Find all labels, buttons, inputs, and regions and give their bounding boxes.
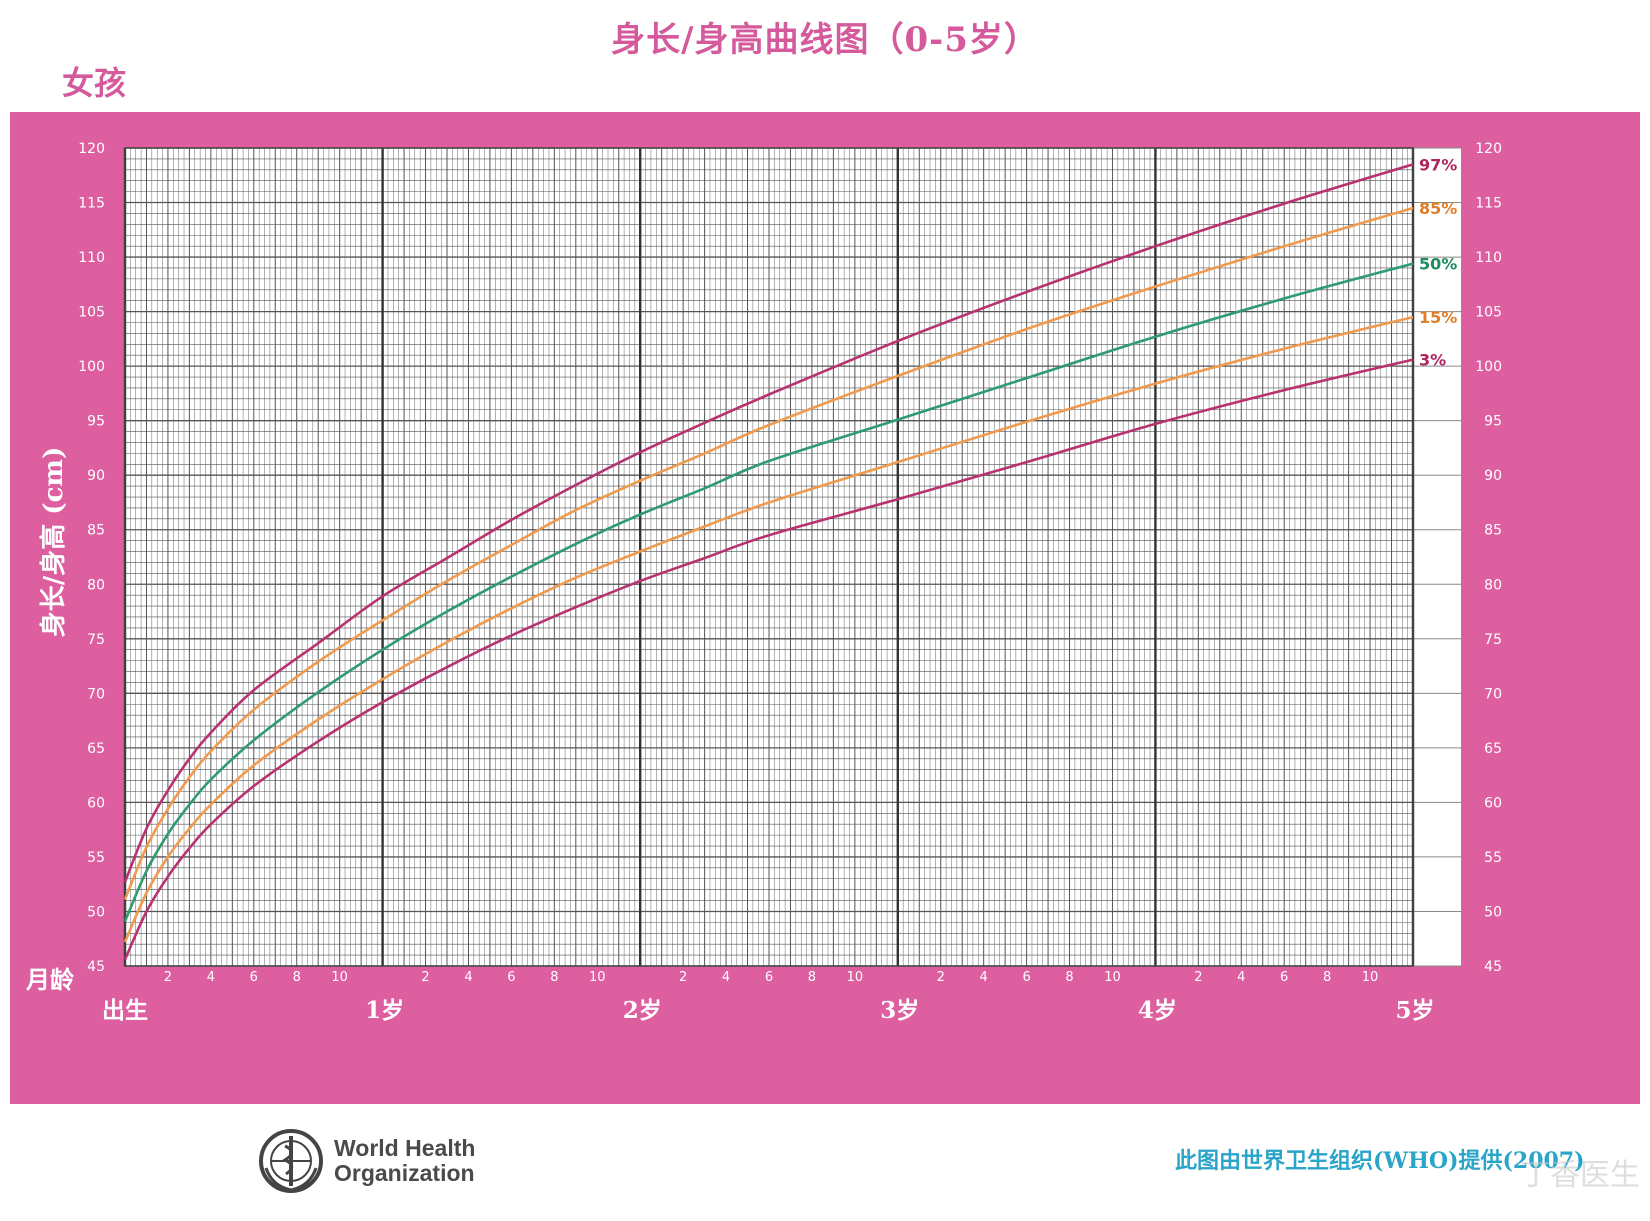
x-month-tick-label: 8: [808, 970, 816, 985]
y-tick-label-right: 85: [1484, 523, 1502, 539]
x-month-tick-label: 10: [331, 970, 348, 985]
y-tick-label-right: 60: [1484, 795, 1502, 811]
series-label-15pct: 15%: [1419, 308, 1457, 327]
chart-title: 身长/身高曲线图（0-5岁）: [611, 20, 1039, 60]
chart-subject-label: 女孩: [62, 64, 127, 102]
series-line-3pct: [123, 358, 1414, 961]
series-lines: [123, 163, 1414, 961]
x-month-tick-label: 6: [507, 970, 515, 985]
x-month-tick-label: 4: [722, 970, 730, 985]
y-tick-label-right: 95: [1484, 414, 1502, 430]
series-line-50pct: [123, 262, 1414, 922]
source-credit: 此图由世界卫生组织(WHO)提供(2007): [1175, 1148, 1585, 1174]
x-year-label: 2岁: [623, 997, 662, 1024]
x-month-tick-label: 4: [464, 970, 472, 985]
y-axis-right: 45 50 55 60 65 70 75 80 85 90 95 100 105 110 115 120: [1475, 141, 1502, 975]
x-month-tick-label: 8: [1323, 970, 1331, 985]
y-tick-label-right: 80: [1484, 577, 1502, 593]
who-org-name: World Health Organization: [334, 1136, 475, 1186]
watermark: 丁香医生: [1520, 1158, 1640, 1193]
who-org-name-line2: Organization: [334, 1160, 475, 1186]
x-month-tick-label: 2: [164, 970, 172, 985]
y-tick-label-left: 55: [87, 850, 105, 866]
x-month-tick-label: 8: [1065, 970, 1073, 985]
x-month-tick-label: 6: [765, 970, 773, 985]
y-tick-label-left: 95: [87, 414, 105, 430]
y-tick-label-right: 110: [1475, 250, 1502, 266]
y-tick-label-right: 45: [1484, 959, 1502, 975]
x-year-label: 出生: [102, 997, 148, 1024]
x-month-tick-label: 8: [293, 970, 301, 985]
y-tick-label-left: 110: [78, 250, 105, 266]
y-tick-label-left: 80: [87, 577, 105, 593]
y-tick-label-right: 50: [1484, 904, 1502, 920]
x-month-tick-label: 2: [1194, 970, 1202, 985]
y-tick-label-left: 105: [78, 305, 105, 321]
y-tick-label-left: 65: [87, 741, 105, 757]
y-axis-left: 45 50 55 60 65 70 75 80 85 90 95 100 105 110 115 120: [78, 141, 105, 975]
y-tick-label-right: 90: [1484, 468, 1502, 484]
y-tick-label-right: 75: [1484, 632, 1502, 648]
chart-grid: [123, 147, 1461, 967]
series-line-15pct: [123, 315, 1414, 943]
x-month-tick-label: 2: [937, 970, 945, 985]
x-year-label: 3岁: [880, 997, 919, 1024]
x-month-tick-label: 10: [847, 970, 864, 985]
x-month-tick-label: 2: [421, 970, 429, 985]
x-year-label: 1岁: [365, 997, 404, 1024]
x-axis: 2 4 6 8 10 2 4 6 8 10 2 4 6 8 10 2 4 6 8 10 2 4 6 8 10 出生 1岁 2岁 3岁 4岁…: [102, 970, 1435, 1024]
y-tick-label-right: 100: [1475, 359, 1502, 375]
x-month-tick-label: 4: [1237, 970, 1245, 985]
y-tick-label-left: 70: [87, 686, 105, 702]
series-label-50pct: 50%: [1419, 255, 1457, 274]
x-month-tick-label: 10: [589, 970, 606, 985]
y-tick-label-left: 115: [78, 196, 105, 212]
x-month-tick-label: 6: [1022, 970, 1030, 985]
x-month-tick-label: 8: [550, 970, 558, 985]
series-labels: 97% 85% 50% 15% 3%: [1419, 155, 1457, 369]
x-axis-label: 月龄: [25, 965, 75, 994]
y-tick-label-right: 120: [1475, 141, 1502, 157]
x-month-tick-label: 10: [1362, 970, 1379, 985]
x-month-tick-label: 6: [1280, 970, 1288, 985]
x-month-tick-label: 4: [980, 970, 988, 985]
y-tick-label-right: 70: [1484, 686, 1502, 702]
x-month-tick-label: 2: [679, 970, 687, 985]
chart-frame: 45 50 55 60 65 70 75 80 85 90 95 100 105 110 115 120 45…: [10, 112, 1640, 1104]
x-month-tick-label: 4: [207, 970, 215, 985]
series-label-97pct: 97%: [1419, 155, 1457, 174]
y-tick-label-left: 120: [78, 141, 105, 157]
y-tick-label-left: 45: [87, 959, 105, 975]
y-tick-label-right: 115: [1475, 196, 1502, 212]
y-tick-label-right: 105: [1475, 305, 1502, 321]
y-tick-label-right: 55: [1484, 850, 1502, 866]
x-year-label: 5岁: [1395, 997, 1434, 1024]
y-tick-label-left: 90: [87, 468, 105, 484]
y-tick-label-left: 85: [87, 523, 105, 539]
series-label-3pct: 3%: [1419, 351, 1446, 370]
y-tick-label-right: 65: [1484, 741, 1502, 757]
x-month-tick-label: 10: [1104, 970, 1121, 985]
y-tick-label-left: 60: [87, 795, 105, 811]
y-tick-label-left: 75: [87, 632, 105, 648]
series-line-85pct: [123, 206, 1414, 900]
x-month-tick-label: 6: [250, 970, 258, 985]
series-line-97pct: [123, 163, 1414, 883]
y-tick-label-left: 50: [87, 904, 105, 920]
y-axis-label: 身长/身高 (cm): [38, 447, 69, 638]
who-emblem-icon: [259, 1129, 323, 1193]
plot-area: [125, 148, 1461, 966]
series-label-85pct: 85%: [1419, 199, 1457, 218]
who-org-name-line1: World Health: [334, 1135, 476, 1161]
x-year-label: 4岁: [1138, 997, 1177, 1024]
plot-border: [124, 147, 1414, 967]
y-tick-label-left: 100: [78, 359, 105, 375]
